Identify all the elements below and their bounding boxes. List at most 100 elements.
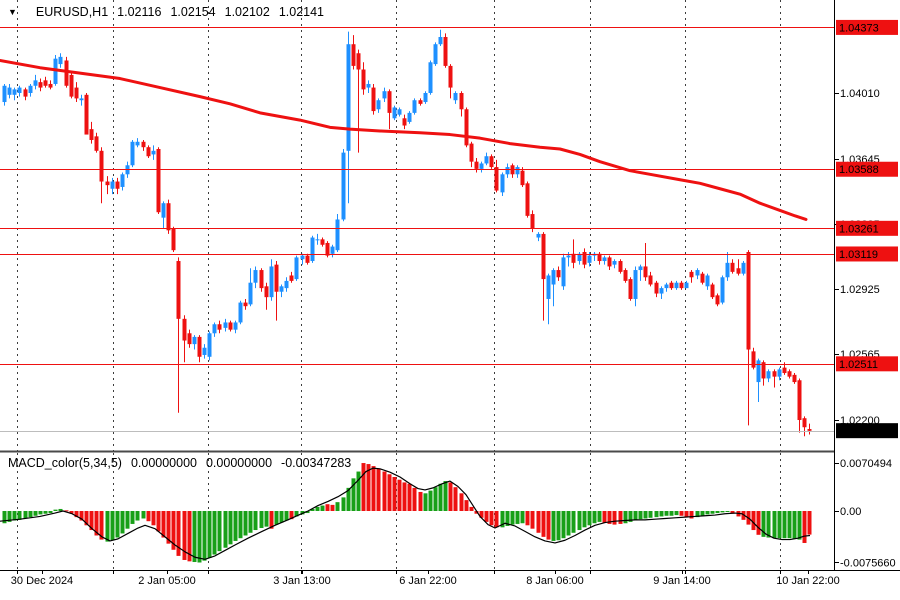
macd-bar <box>500 511 505 528</box>
badge-label: 1.03119 <box>839 249 878 261</box>
macd-bar <box>612 511 617 525</box>
macd-bar <box>146 511 151 522</box>
macd-bar <box>371 466 376 511</box>
badge-bg <box>836 19 898 35</box>
candle-body <box>325 242 330 256</box>
candle-body <box>459 93 464 110</box>
macd-bar <box>120 511 125 534</box>
macd-bar <box>279 511 284 523</box>
time-label: 9 Jan 14:00 <box>653 575 711 587</box>
candle-body <box>202 347 207 355</box>
candle-body <box>479 163 484 169</box>
macd-bar <box>74 511 79 518</box>
candle-body <box>305 255 310 263</box>
indicator-header: MACD_color(5,34,5) 0.00000000 0.00000000… <box>8 456 351 470</box>
macd-bar <box>330 504 335 511</box>
macd-bar <box>197 511 202 563</box>
badge-label: 1.02141 <box>839 426 879 438</box>
candle-body <box>469 143 474 162</box>
macd-tick-label: 0.00 <box>840 506 861 518</box>
candle-body <box>566 255 571 258</box>
time-label: 30 Dec 2024 <box>11 575 73 587</box>
macd-bar <box>125 511 130 529</box>
macd-bar <box>700 511 705 516</box>
candle-body <box>17 87 22 93</box>
macd-bar <box>351 478 356 511</box>
candle-body <box>115 181 120 189</box>
candle-body <box>64 60 69 86</box>
candle-body <box>146 147 151 157</box>
candle-body <box>407 112 412 122</box>
macd-bar <box>305 511 310 514</box>
macd-bar <box>156 511 161 532</box>
macd-bar <box>766 511 771 538</box>
macd-tick-label: -0.0075660 <box>840 557 896 569</box>
candle-body <box>341 152 346 220</box>
macd-bar <box>720 511 725 513</box>
price-level-badge: 1.02511 <box>836 356 898 372</box>
macd-bar <box>274 511 279 525</box>
macd-bar <box>187 511 192 562</box>
candle-body <box>217 324 222 330</box>
time-axis[interactable]: 30 Dec 2024 2 Jan 05:00 3 Jan 13:00 6 Jan 2… <box>11 570 840 587</box>
macd-bar <box>756 511 761 535</box>
candle-body <box>223 322 228 328</box>
candle-body <box>315 239 320 241</box>
macd-bar <box>110 511 115 541</box>
candle-body <box>300 255 305 260</box>
macd-bar <box>695 511 700 518</box>
indicator-value-3: -0.00347283 <box>281 456 352 470</box>
indicator-value-2: 0.00000000 <box>205 456 273 470</box>
candle-body <box>289 275 294 281</box>
macd-bar <box>525 511 530 526</box>
candle-body <box>633 270 638 299</box>
macd-bar <box>787 511 792 539</box>
candle-body <box>320 239 325 245</box>
candle-body <box>648 275 653 285</box>
candle-body <box>515 167 520 175</box>
macd-bar <box>248 511 253 533</box>
candle-body <box>156 149 161 213</box>
candle-body <box>684 282 689 289</box>
candle-body <box>618 261 623 272</box>
candle-body <box>418 100 423 104</box>
macd-bar <box>207 511 212 558</box>
candle-body <box>371 87 376 112</box>
candle-body <box>94 136 99 151</box>
macd-bar <box>418 491 423 511</box>
macd-bar <box>69 511 74 514</box>
macd-bar <box>520 511 525 524</box>
candle-body <box>366 83 371 88</box>
indicator-value-1: 0.00000000 <box>130 456 197 470</box>
candle-body <box>577 253 582 262</box>
candle-body <box>700 273 705 283</box>
macd-bar <box>602 511 607 523</box>
time-label: 8 Jan 06:00 <box>526 575 584 587</box>
candle-body <box>484 156 489 164</box>
time-label: 10 Jan 22:00 <box>776 575 840 587</box>
candle-body <box>807 429 812 431</box>
candle-body <box>623 270 628 281</box>
macd-bar <box>654 511 659 518</box>
open-value: 1.02116 <box>117 5 162 19</box>
badge-label: 1.04373 <box>839 22 879 34</box>
candle-body <box>705 275 710 287</box>
indicator-name: MACD_color(5,34,5) <box>8 456 122 470</box>
candle-body <box>274 264 279 292</box>
window-collapse-icon[interactable]: ▼ <box>8 7 17 17</box>
macd-bar <box>479 511 484 518</box>
badge-bg <box>836 220 898 236</box>
macd-bar <box>582 511 587 528</box>
macd-bar <box>99 511 104 540</box>
macd-bar <box>23 511 28 519</box>
macd-bar <box>772 511 777 539</box>
macd-bar <box>730 511 735 514</box>
macd-bar <box>761 511 766 537</box>
candle-body <box>751 351 756 368</box>
macd-bar <box>484 511 489 522</box>
candle-body <box>695 270 700 276</box>
price-tick-label: 1.04010 <box>840 88 880 100</box>
macd-bar <box>64 510 69 512</box>
candle-body <box>253 270 258 283</box>
